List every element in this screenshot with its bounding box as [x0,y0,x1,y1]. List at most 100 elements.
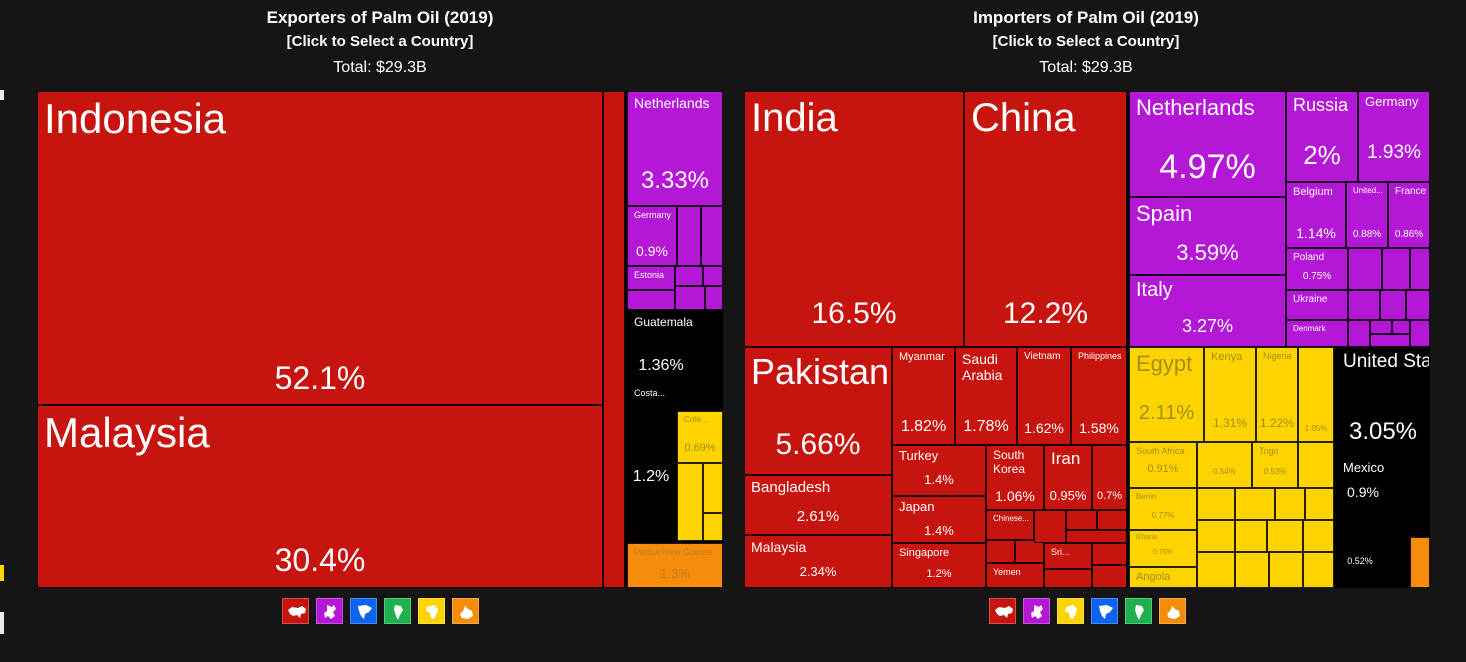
treemap-cell-minor[interactable] [1197,552,1235,588]
treemap-cell-nigeria[interactable]: Nigeria 1.22% [1256,347,1298,442]
treemap-cell-minor[interactable] [603,91,625,588]
treemap-cell-germany[interactable]: Germany 1.93% [1358,91,1430,182]
treemap-cell-poland[interactable]: Poland 0.75% [1286,248,1348,290]
treemap-cell-minor[interactable] [1384,537,1410,588]
treemap-cell-minor[interactable] [1305,488,1334,520]
europe-continent-icon[interactable] [1023,598,1050,624]
treemap-cell-minor[interactable] [1303,552,1334,588]
treemap-cell-minor[interactable] [703,463,723,513]
oceania-continent-icon[interactable] [452,598,479,624]
treemap-cell-minor[interactable] [701,206,723,266]
treemap-cell-minor[interactable] [1267,520,1303,552]
treemap-cell-minor[interactable] [1348,248,1382,290]
treemap-cell-united[interactable]: United... 0.88% [1346,182,1388,248]
treemap-cell-togo[interactable]: Togo 0.53% [1252,442,1298,488]
treemap-cell-philippines[interactable]: Philippines 1.58% [1071,347,1127,445]
treemap-cell-united-states[interactable]: United States 3.05% [1336,347,1430,457]
treemap-cell-minor[interactable] [1348,290,1380,320]
treemap-cell-minor[interactable] [1390,507,1412,535]
north-america-continent-icon[interactable] [1091,598,1118,624]
treemap-cell-malaysia[interactable]: Malaysia 2.34% [744,535,892,588]
south-america-continent-icon[interactable] [1125,598,1152,624]
treemap-cell-minor[interactable] [1390,457,1430,507]
treemap-cell-south-korea[interactable]: South Korea 1.06% [986,445,1044,510]
treemap-cell-minor[interactable] [695,312,723,384]
treemap-cell-share-1-05[interactable]: 1.05% [1298,347,1334,442]
treemap-cell-minor[interactable] [627,521,675,541]
asia-continent-icon[interactable] [282,598,309,624]
treemap-cell-minor[interactable] [703,266,723,286]
treemap-cell-costa[interactable]: Costa... [627,384,681,409]
treemap-cell-minor[interactable] [1370,320,1392,334]
treemap-cell-vietnam[interactable]: Vietnam 1.62% [1017,347,1071,445]
treemap-cell-indonesia[interactable]: Indonesia 52.1% [37,91,603,405]
importers-select-prompt[interactable]: [Click to Select a Country] [992,33,1180,50]
treemap-cell-minor[interactable] [703,513,723,541]
treemap-cell-minor[interactable] [681,384,703,409]
treemap-cell-minor[interactable] [675,286,705,310]
treemap-cell-share-0-54[interactable]: 0.54% [1197,442,1252,488]
treemap-cell-minor[interactable] [1235,488,1275,520]
treemap-cell-share-0-7[interactable]: 0.7% [1092,445,1127,510]
treemap-cell-minor[interactable] [1015,540,1044,563]
asia-continent-icon[interactable] [989,598,1016,624]
treemap-cell-minor[interactable] [1412,507,1430,535]
south-america-continent-icon[interactable] [384,598,411,624]
treemap-cell-germany[interactable]: Germany 0.9% [627,206,677,266]
north-america-continent-icon[interactable] [350,598,377,624]
europe-continent-icon[interactable] [316,598,343,624]
treemap-cell-minor[interactable] [1410,248,1430,290]
treemap-cell-minor[interactable] [1406,290,1430,320]
treemap-cell-minor[interactable] [1092,543,1127,565]
treemap-cell-share-0-52[interactable]: 0.52% [1336,537,1384,588]
treemap-cell-minor[interactable] [1382,248,1410,290]
treemap-cell-minor[interactable] [1392,320,1410,334]
treemap-cell-japan[interactable]: Japan 1.4% [892,496,986,543]
treemap-cell-yemen[interactable]: Yemen [986,563,1044,588]
treemap-cell-saudi-arabia[interactable]: Saudi Arabia 1.78% [955,347,1017,445]
treemap-cell-minor[interactable] [1066,530,1127,543]
treemap-cell-minor[interactable] [1370,334,1410,347]
treemap-cell-belgium[interactable]: Belgium 1.14% [1286,182,1346,248]
treemap-cell-spain[interactable]: Spain 3.59% [1129,197,1286,275]
treemap-cell-minor[interactable] [1197,520,1235,552]
treemap-cell-minor[interactable] [1269,552,1303,588]
treemap-cell-india[interactable]: India 16.5% [744,91,964,347]
treemap-cell-minor[interactable] [677,206,701,266]
treemap-cell-russia[interactable]: Russia 2% [1286,91,1358,182]
treemap-cell-angola[interactable]: Angola [1129,567,1197,588]
treemap-cell-cote[interactable]: Cote... 0.69% [677,411,723,463]
treemap-cell-minor[interactable] [1044,569,1092,588]
treemap-cell-minor[interactable] [703,384,723,409]
treemap-cell-minor[interactable] [1034,510,1066,543]
treemap-cell-south-africa[interactable]: South Africa 0.91% [1129,442,1197,488]
treemap-cell-iran[interactable]: Iran 0.95% [1044,445,1092,510]
treemap-cell-minor[interactable] [1380,290,1406,320]
africa-continent-icon[interactable] [418,598,445,624]
africa-continent-icon[interactable] [1057,598,1084,624]
treemap-cell-turkey[interactable]: Turkey 1.4% [892,445,986,496]
treemap-cell-minor[interactable] [1336,507,1390,535]
treemap-cell-italy[interactable]: Italy 3.27% [1129,275,1286,347]
exporters-select-prompt[interactable]: [Click to Select a Country] [286,33,474,50]
treemap-cell-pakistan[interactable]: Pakistan 5.66% [744,347,892,475]
oceania-continent-icon[interactable] [1159,598,1186,624]
treemap-cell-minor[interactable] [627,290,675,310]
treemap-cell-minor[interactable] [705,286,723,310]
treemap-cell-singapore[interactable]: Singapore 1.2% [892,543,986,588]
treemap-cell-minor[interactable] [1092,565,1127,588]
treemap-cell-minor[interactable] [1066,510,1097,530]
treemap-cell-chinese[interactable]: Chinese... [986,510,1034,540]
treemap-cell-malaysia[interactable]: Malaysia 30.4% [37,405,603,588]
treemap-cell-papua-new-guinea[interactable]: Papua New Guinea 1.3% [627,543,723,588]
treemap-cell-ghana[interactable]: Ghana 0.75% [1129,530,1197,567]
treemap-cell-myanmar[interactable]: Myanmar 1.82% [892,347,955,445]
treemap-cell-netherlands[interactable]: Netherlands 3.33% [627,91,723,206]
treemap-cell-benin[interactable]: Benin 0.77% [1129,488,1197,530]
treemap-cell-minor[interactable] [1410,537,1430,588]
treemap-cell-minor[interactable] [675,266,703,286]
treemap-cell-china[interactable]: China 12.2% [964,91,1127,347]
treemap-cell-estonia[interactable]: Estonia [627,266,675,290]
treemap-cell-minor[interactable] [1197,488,1235,520]
treemap-cell-guatemala[interactable]: Guatemala 1.36% [627,312,695,384]
